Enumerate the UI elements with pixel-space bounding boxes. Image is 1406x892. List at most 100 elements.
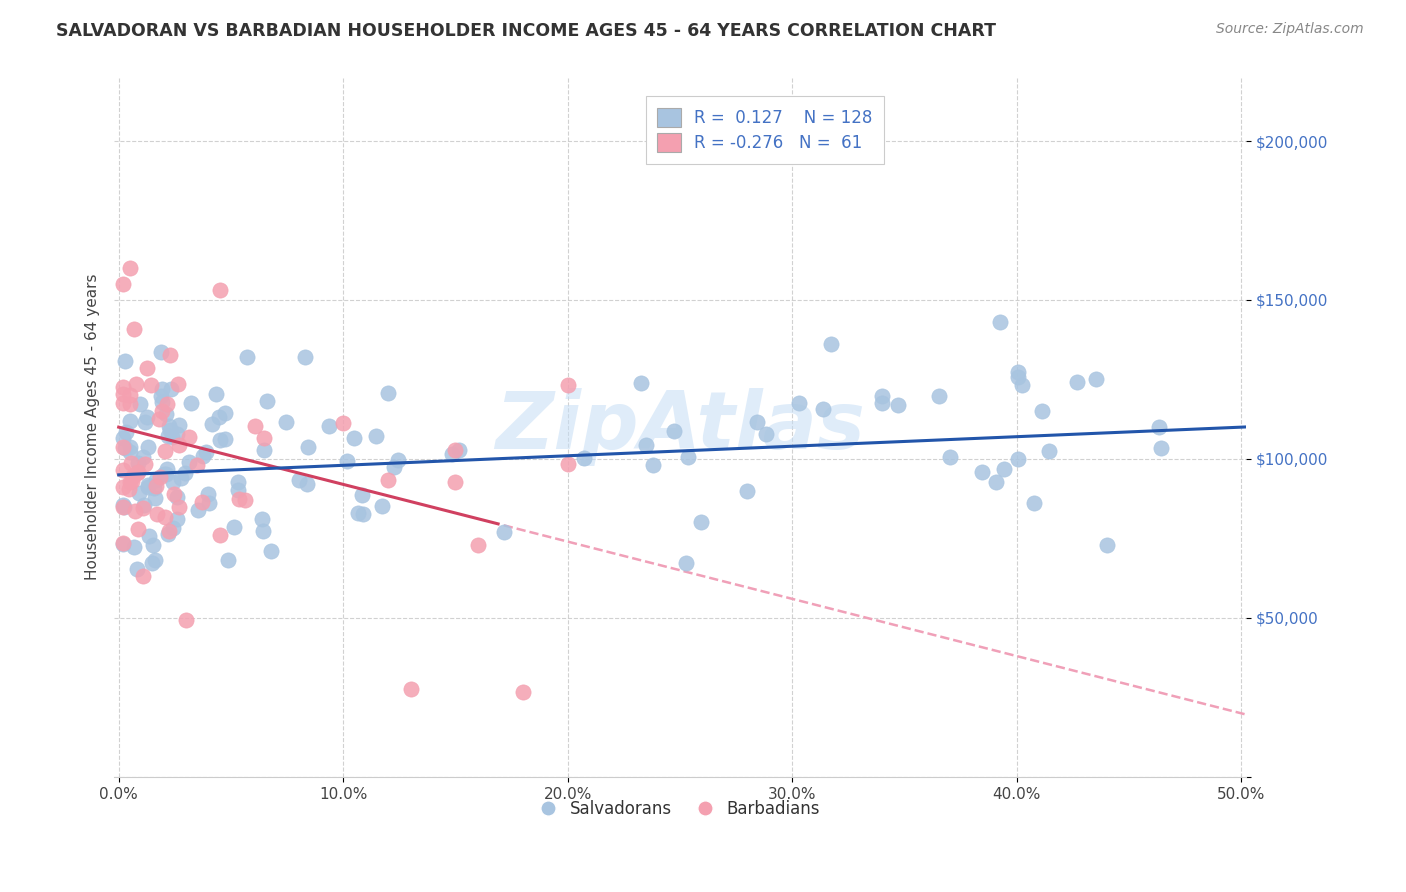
Point [226,475,249,490]
Point [870,396,893,410]
Point [156,397,179,411]
Point [157,419,180,434]
Point [132,498,155,512]
Point [208,283,231,297]
Point [153,467,176,482]
Text: Source: ZipAtlas.com: Source: ZipAtlas.com [1216,22,1364,37]
Point [112,480,135,494]
Point [186,458,208,472]
Point [1038,443,1060,458]
Point [444,442,467,457]
Point [350,488,373,502]
Point [136,478,159,492]
Point [179,455,201,469]
Point [256,394,278,409]
Point [820,337,842,351]
Point [112,396,135,410]
Point [149,389,172,403]
Point [260,544,283,558]
Point [148,411,170,425]
Point [155,407,177,421]
Point [235,350,257,364]
Point [870,389,893,403]
Point [318,419,340,434]
Point [986,475,1008,489]
Point [207,410,229,425]
Point [1007,452,1029,467]
Point [233,492,256,507]
Point [170,471,193,485]
Point [274,415,297,429]
Point [226,483,249,497]
Point [124,540,146,554]
Point [294,351,316,365]
Text: SALVADORAN VS BARBADIAN HOUSEHOLDER INCOME AGES 45 - 64 YEARS CORRELATION CHART: SALVADORAN VS BARBADIAN HOUSEHOLDER INCO… [56,22,997,40]
Point [177,430,200,444]
Point [253,443,276,458]
Point [297,440,319,454]
Point [117,482,139,496]
Point [141,557,163,571]
Point [180,395,202,409]
Point [149,470,172,484]
Point [467,538,489,552]
Point [735,483,758,498]
Point [745,415,768,429]
Point [121,474,143,488]
Point [512,685,534,699]
Point [169,418,191,433]
Point [377,386,399,401]
Point [494,525,516,540]
Point [1147,420,1170,434]
Point [112,380,135,394]
Point [384,460,406,475]
Point [399,682,422,697]
Point [217,553,239,567]
Point [132,450,155,464]
Point [118,396,141,410]
Point [813,402,835,417]
Point [447,442,470,457]
Point [939,450,962,465]
Point [120,261,142,276]
Point [1097,538,1119,552]
Point [441,447,464,461]
Point [157,524,180,538]
Point [157,526,180,541]
Point [128,397,150,411]
Point [204,386,226,401]
Point [125,467,148,481]
Point [194,445,217,459]
Point [675,556,697,570]
Point [120,457,142,471]
Point [138,529,160,543]
Point [201,417,224,431]
Point [630,376,652,390]
Point [122,468,145,483]
Point [250,512,273,526]
Point [112,277,135,291]
Point [166,512,188,526]
Point [114,354,136,368]
Point [988,315,1011,329]
Point [125,562,148,576]
Point [1007,365,1029,379]
Point [132,500,155,515]
Point [112,498,135,512]
Point [167,376,190,391]
Point [678,450,700,465]
Point [166,490,188,504]
Point [176,613,198,627]
Point [134,415,156,429]
Point [136,481,159,495]
Point [112,536,135,550]
Point [208,528,231,542]
Point [135,409,157,424]
Point [159,423,181,437]
Point [222,520,245,534]
Point [169,500,191,514]
Point [112,386,135,401]
Point [120,445,142,459]
Point [150,383,173,397]
Point [787,396,810,410]
